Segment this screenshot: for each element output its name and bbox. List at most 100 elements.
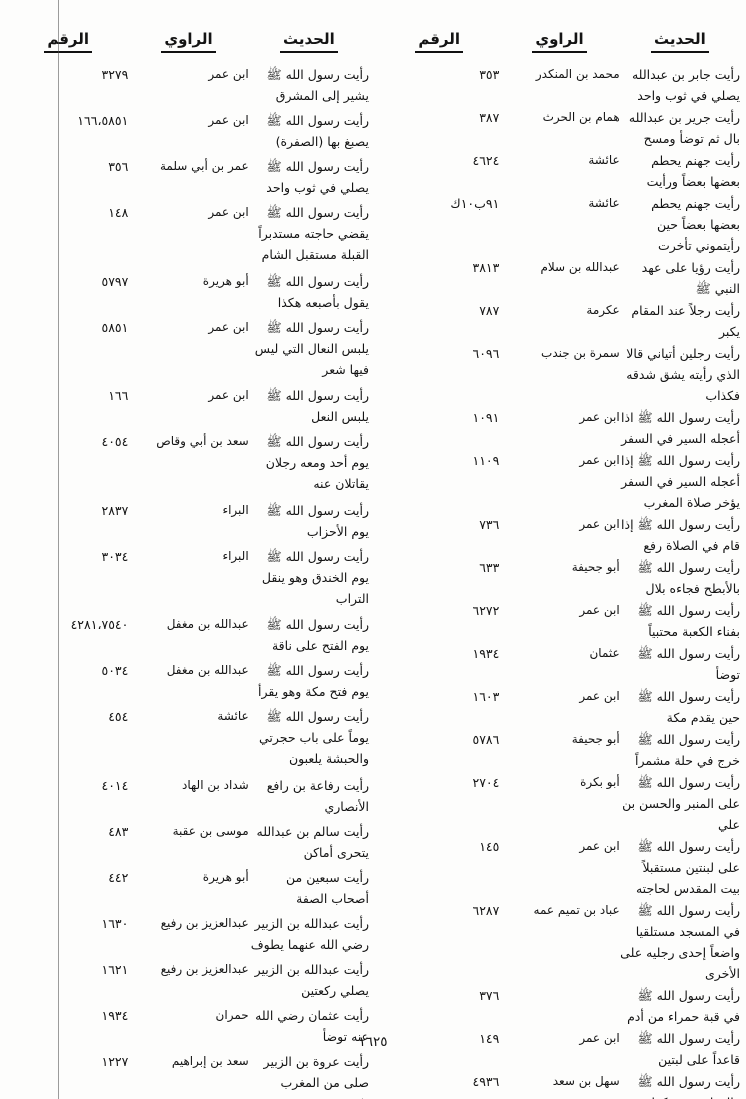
narrator-cell: عبدالله بن سلام <box>540 260 620 274</box>
narrator-cell: عائشة <box>588 153 620 167</box>
number-cell: ١١٠٩ <box>379 450 499 514</box>
table-row: رأيت رسول الله ﷺ في المسجد مستلقيا واضعا… <box>379 900 740 985</box>
table-row: رأيت سبعين من أصحاب الصفة أبو هريرة ٤٤٢ <box>8 867 369 913</box>
hadith-number: ١٤٥ <box>479 839 500 854</box>
table-row: رأيت رسول الله ﷺ في قبة حمراء من أدم ٣٧٦ <box>379 985 740 1028</box>
number-cell: ٤٩٣٦ <box>379 1071 499 1099</box>
table-row: رأيت رسول الله ﷺ يوم الفتح على ناقة عبدال… <box>8 614 369 660</box>
hadith-cell: رأيت سالم بن عبدالله يتحرى أماكن <box>256 823 370 860</box>
number-cell: ١٤٩ <box>379 1028 499 1071</box>
hadith-cell: رأيت رؤيا على عهد النبي ﷺ <box>641 260 740 296</box>
hadith-cell: رأيت رسول الله ﷺ في قبة حمراء من أدم <box>627 988 740 1024</box>
table-row: رأيت رسول الله ﷺ بفناء الكعبة محتبياً ابن… <box>379 600 740 643</box>
table-row: رأيت سالم بن عبدالله يتحرى أماكن موسى بن … <box>8 821 369 867</box>
hadith-number: ٦٢٧٢ <box>472 603 500 618</box>
narrator-cell: موسى بن عقبة <box>172 823 249 838</box>
hadith-cell: رأيت جرير بن عبدالله بال ثم توضأ ومسح <box>628 110 740 146</box>
number-cell: ١٦٢١ <box>8 959 128 1005</box>
narrator-cell: ابن عمر <box>579 1031 620 1045</box>
hadith-cell: رأيت رسول الله ﷺ يقول بأصبعه هكذا <box>266 273 369 310</box>
number-cell: ٥٨٥١ <box>8 317 128 385</box>
table-row: رأيت رسول الله ﷺ يوم الأحزاب البراء ٢٨٣٧ <box>8 500 369 546</box>
hadith-cell: رأيت رسول الله ﷺ يوم فتح مكة وهو يقرأ <box>258 663 369 700</box>
number-cell: ٦٢٨٧ <box>379 900 499 985</box>
hadith-number: ٣٧٦ <box>479 988 500 1003</box>
number-cell: ١٠٩١ <box>379 407 499 450</box>
hadith-cell: رأيت رسول الله ﷺ يوم أحد ومعه رجلان يقات… <box>265 434 369 492</box>
number-cell: ٣٧٦ <box>379 985 499 1028</box>
narrator-cell: عثمان <box>589 646 620 660</box>
narrator-cell: أبو هريرة <box>202 869 249 884</box>
left-index-table: الحديث الراوي الرقم رأيت رسول الله ﷺ يشي… <box>8 30 369 1099</box>
right-table-body: رأيت جابر بن عبدالله يصلي في ثوب واحد محم… <box>379 64 740 1099</box>
narrator-cell: ابن عمر <box>579 453 620 467</box>
number-cell: ١٩٣٤ <box>379 643 499 686</box>
hadith-cell: رأيت جابر بن عبدالله يصلي في ثوب واحد <box>631 67 740 103</box>
left-table-header: الحديث الراوي الرقم <box>8 30 369 64</box>
narrator-cell: أبو هريرة <box>202 273 249 288</box>
table-row: رأيت عروة بن الزبير صلى من المغرب ركعتين… <box>8 1051 369 1099</box>
hadith-cell: رأيت رسول الله ﷺ بالأبطح فجاءه بلال <box>637 560 740 596</box>
narrator-cell: ابن عمر <box>579 689 620 703</box>
number-cell: ٣٠٣٤ <box>8 546 128 614</box>
hadith-cell: رأيت رسول الله ﷺ إذا قام في الصلاة رفع <box>621 517 740 553</box>
table-row: رأيت رسول الله ﷺ بالأبطح فجاءه بلال أبو ج… <box>379 557 740 600</box>
narrator-cell: ابن عمر <box>208 113 249 128</box>
right-index-table: الحديث الراوي الرقم رأيت جابر بن عبدالله… <box>379 30 740 1099</box>
number-cell: ١٦٦،٥٨٥١ <box>8 110 128 156</box>
table-row: رأيت رسول الله ﷺ قال بإصبعيه هكذا سهل بن … <box>379 1071 740 1099</box>
hadith-number: ٦٠٩٦ <box>472 346 500 361</box>
hadith-cell: رأيت جهنم يحطم بعضها بعضاً ورأيت <box>646 153 740 189</box>
hadith-cell: رأيت رسول الله ﷺ يلبس النعال التي ليس في… <box>254 319 369 377</box>
hadith-number: ١١٠٩ <box>472 453 500 468</box>
hadith-number: ٤٤٢ <box>108 869 129 885</box>
hadith-cell: رأيت جهنم يحطم بعضها بعضاً حين رأيتموني … <box>651 196 740 253</box>
narrator-cell: ابن عمر <box>579 603 620 617</box>
header-row: الحديث الراوي الرقم <box>8 30 369 64</box>
hadith-cell: رأيت رسول الله ﷺ اذا أعجله السير في السف… <box>621 410 740 446</box>
table-row: رأيت عبدالله بن الزبير رضي الله عنهما يط… <box>8 913 369 959</box>
narrator-cell: عبدالله بن مغفل <box>166 617 249 632</box>
table-row: رأيت رجلين أتياني قالا الذي رأيته يشق شد… <box>379 343 740 407</box>
scan-artifact-line <box>58 0 59 1099</box>
hadith-cell: رأيت عروة بن الزبير صلى من المغرب ركعتين <box>263 1053 369 1099</box>
table-row: رأيت رسول الله ﷺ على لبنتين مستقبلاً بيت… <box>379 836 740 900</box>
number-cell: ١٢٢٧ <box>8 1051 128 1099</box>
table-row: رأيت رفاعة بن رافع الأنصاري شداد بن الهاد… <box>8 775 369 821</box>
table-row: رأيت رسول الله ﷺ يوماً على باب حجرتي وال… <box>8 706 369 774</box>
number-cell: ٣٨١٣ <box>379 257 499 300</box>
hadith-cell: رأيت رسول الله ﷺ في المسجد مستلقيا واضعا… <box>620 903 740 981</box>
hadith-cell: رأيت رجلين أتياني قالا الذي رأيته يشق شد… <box>626 346 740 403</box>
narrator-cell: محمد بن المنكدر <box>535 67 620 81</box>
number-cell: ٤٤٢ <box>8 867 128 913</box>
number-cell: ١٩٣٤ <box>8 1005 128 1051</box>
narrator-cell: عبدالعزيز بن رفيع <box>160 915 249 930</box>
narrator-cell: همام بن الحرث <box>542 110 620 124</box>
hadith-cell: رأيت رسول الله ﷺ يوماً على باب حجرتي وال… <box>258 709 369 767</box>
number-cell: ك١٠ب٩١ <box>379 193 499 257</box>
narrator-cell: شداد بن الهاد <box>182 777 249 792</box>
table-row: رأيت رسول الله ﷺ على المنبر والحسن بن عل… <box>379 772 740 836</box>
hadith-number: ٢٨٣٧ <box>101 502 129 518</box>
narrator-cell: عباد بن تميم عمه <box>533 903 620 917</box>
hadith-cell: رأيت رسول الله ﷺ يوم الخندق وهو ينقل الت… <box>261 548 369 606</box>
hadith-cell: رأيت رسول الله ﷺ حين يقدم مكة <box>637 689 740 725</box>
number-cell: ٤٥٤ <box>8 706 128 774</box>
table-row: رأيت رسول الله ﷺ يقول بأصبعه هكذا أبو هري… <box>8 271 369 317</box>
header-row: الحديث الراوي الرقم <box>379 30 740 64</box>
table-row: رأيت رسول الله ﷺ يصبغ بها (الصفرة) ابن عم… <box>8 110 369 156</box>
hadith-cell: رأيت رسول الله ﷺ إذا أعجله السير في السف… <box>621 453 740 510</box>
right-table-header: الحديث الراوي الرقم <box>379 30 740 64</box>
hadith-number: ٢٧٠٤ <box>472 775 500 790</box>
hadith-cell: رأيت رسول الله ﷺ يوم الفتح على ناقة <box>266 617 369 654</box>
narrator-cell <box>499 985 619 1028</box>
hadith-cell: رأيت رسول الله ﷺ خرج في حلة مشمراً <box>634 732 740 768</box>
hadith-cell: رأيت رجلاً عند المقام يكبر <box>631 303 740 339</box>
narrator-cell: ابن عمر <box>579 517 620 531</box>
hadith-number: ك١٠ب٩١ <box>450 196 500 211</box>
hadith-number: ٥٧٩٧ <box>101 273 129 289</box>
hadith-cell: رأيت رسول الله ﷺ يقضي حاجته مستدبراً الق… <box>258 205 369 263</box>
hadith-number: ٧٨٧ <box>479 303 500 318</box>
narrator-cell: ابن عمر <box>208 67 249 81</box>
hadith-number: ٦٢٨٧ <box>472 903 500 918</box>
